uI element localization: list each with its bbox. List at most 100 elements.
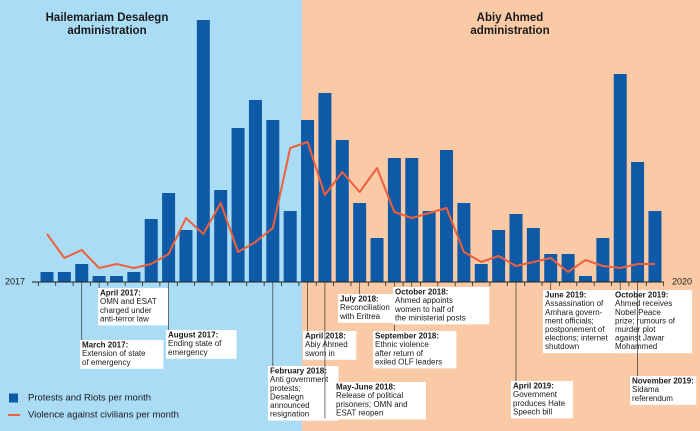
annotation-text: Ahmed receives (615, 299, 672, 308)
annotation-date: October 2018: (395, 288, 448, 297)
bar (613, 74, 627, 282)
annotation-text: Release of political (336, 391, 403, 400)
x-start-label: 2017 (5, 276, 25, 286)
bar (457, 203, 471, 282)
annotation-box (373, 331, 457, 369)
annotation-text: Anti government (270, 375, 329, 384)
annotation-text: women to half of (394, 305, 454, 314)
annotation-text: referendum (632, 394, 673, 403)
annotation-date: May-June 2018: (336, 383, 396, 392)
annotation-text: the ministerial posts (395, 313, 466, 322)
annotation-text: Abiy Ahmed (305, 340, 348, 349)
bar (422, 211, 436, 282)
annotation-date: June 2019: (545, 291, 586, 300)
bar (509, 214, 523, 282)
annotation-text: Ahmed appoints (395, 296, 453, 305)
bar (440, 150, 454, 282)
bar (75, 264, 89, 282)
bar (57, 272, 71, 282)
annotation-text: OMN and ESAT (100, 297, 157, 306)
annotation-date: March 2017: (82, 341, 128, 350)
bar (283, 211, 297, 282)
annotation-text: Sidama (632, 385, 660, 394)
bar (596, 238, 610, 282)
annotation-text: Nobel Peace (615, 308, 661, 317)
annotation-text: resignation (270, 410, 309, 419)
bar (474, 264, 488, 282)
bar (266, 120, 280, 282)
annotation-text: exiled OLF leaders (375, 357, 442, 366)
period-title: Abiy Ahmed (477, 12, 544, 24)
annotation-text: emergency (168, 348, 208, 357)
annotation-text: elections; internet (545, 334, 608, 343)
annotation-text: protests; (270, 384, 301, 393)
bar (648, 211, 662, 282)
annotation-text: with Eritrea (339, 312, 381, 321)
annotation-text: Amhara govern- (545, 308, 603, 317)
x-end-label: 2020 (672, 276, 692, 286)
annotation-date: July 2018: (340, 295, 379, 304)
annotation-box (268, 366, 339, 421)
bar (318, 93, 332, 282)
annotation-text: prize; rumours of (615, 316, 676, 325)
annotation-text: postponement of (545, 325, 605, 334)
annotation-text: produces Hate (513, 399, 566, 408)
annotation-text: Assassination of (545, 299, 604, 308)
bar (109, 276, 123, 282)
annotation-date: November 2019: (632, 377, 694, 386)
annotation-text: ment officials; (545, 316, 594, 325)
bar (196, 20, 210, 282)
annotation-text: announced (270, 401, 310, 410)
annotation-box (98, 288, 169, 326)
annotation-date: February 2018: (270, 367, 327, 376)
annotation-date: October 2019: (615, 291, 668, 300)
bar (631, 162, 645, 282)
bar (231, 128, 245, 282)
annotation-box (166, 330, 237, 359)
period-title: administration (470, 25, 549, 37)
bar (40, 272, 54, 282)
annotation-text: sworn in (305, 349, 335, 358)
bar (144, 219, 158, 282)
annotation-date: August 2017: (168, 331, 218, 340)
bar (526, 228, 540, 282)
annotation-text: anti-terror law (100, 314, 149, 323)
bar (578, 276, 592, 282)
annotation-date: April 2018: (305, 332, 346, 341)
annotation-box (334, 382, 426, 420)
annotation-text: Speech bill (513, 407, 552, 416)
annotation-text: of emergency (82, 358, 130, 367)
annotation-box (630, 376, 697, 405)
annotation-text: Ending state of (168, 339, 222, 348)
bar (370, 238, 384, 282)
legend-label: Protests and Riots per month (28, 393, 151, 404)
annotation-box (511, 381, 573, 419)
bar (387, 158, 401, 282)
bar (405, 158, 419, 282)
annotation-text: Government (513, 390, 558, 399)
bar (127, 272, 141, 282)
annotation-text: Ethnic violence (375, 340, 429, 349)
legend-swatch (9, 393, 18, 403)
bar (248, 100, 262, 282)
annotation-date: September 2018: (375, 332, 439, 341)
annotation-date: April 2017: (100, 289, 141, 298)
annotation-text: ESAT reopen (336, 408, 383, 417)
annotation-text: shutdown (545, 342, 579, 351)
annotation-text: Extension of state (82, 349, 146, 358)
period-title: administration (67, 25, 146, 37)
bar (561, 254, 575, 282)
bar (162, 193, 176, 282)
annotation-text: after return of (375, 349, 424, 358)
bar (335, 140, 349, 282)
annotation-text: charged under (100, 306, 152, 315)
annotation-date: April 2019: (513, 382, 554, 391)
annotation-text: Mohammed (615, 342, 657, 351)
period-title: Hailemariam Desalegn (46, 12, 169, 24)
annotation-text: Reconciliation (340, 303, 390, 312)
annotation-text: against Jawar (615, 334, 665, 343)
legend-label: Violence against civilians per month (28, 410, 179, 421)
bar (179, 230, 193, 282)
annotation-box (393, 287, 490, 325)
